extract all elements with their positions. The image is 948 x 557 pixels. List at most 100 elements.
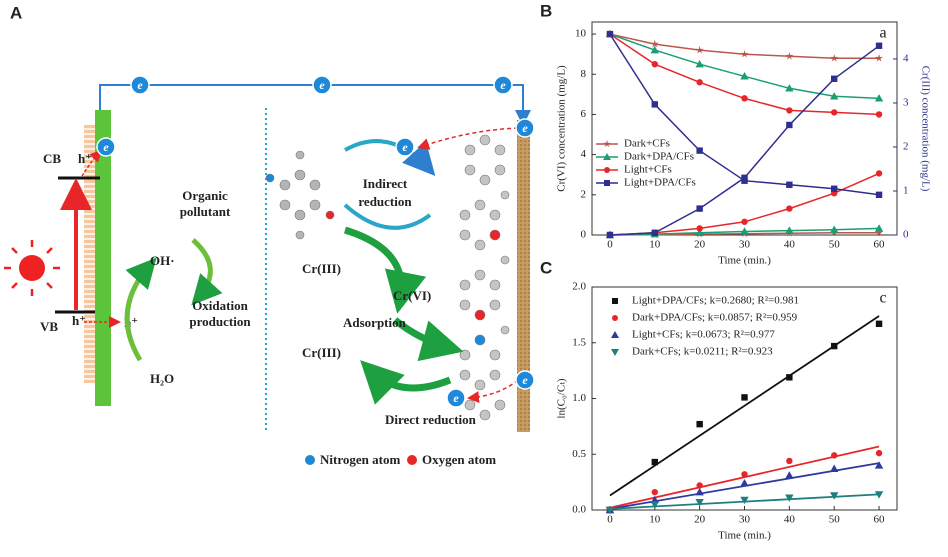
adsorption-arrow	[392, 317, 464, 362]
x-axis-title: Time (min.)	[718, 530, 771, 542]
hole-label: h⁺	[72, 313, 86, 328]
y-tick-label: 0	[581, 229, 587, 241]
marker	[740, 50, 749, 58]
y2-tick-label: 3	[903, 97, 909, 109]
indirect-label: Indirect	[363, 176, 408, 191]
legend-marker	[611, 331, 619, 338]
vb-label: VB	[40, 319, 58, 334]
x-tick-label: 20	[694, 239, 706, 251]
x-tick-label: 50	[829, 514, 841, 526]
electron-label: e	[103, 140, 109, 154]
y-tick-label: 8	[581, 68, 587, 80]
electron-label: e	[500, 78, 506, 92]
legend-marker	[604, 180, 610, 186]
marker	[786, 374, 793, 381]
annotation: c	[879, 290, 886, 307]
nitrogen-label: Nitrogen atom	[320, 452, 400, 467]
marker	[606, 30, 614, 38]
marker	[741, 218, 748, 225]
marker	[875, 191, 883, 199]
y-tick-label: 1.5	[572, 336, 586, 348]
marker	[651, 60, 658, 68]
reduction-arrow	[343, 226, 427, 314]
x-tick-label: 60	[874, 514, 886, 526]
degradation-arrow	[191, 238, 223, 306]
y-tick-label: 4	[581, 148, 587, 160]
electron	[446, 388, 466, 408]
marker	[831, 342, 838, 350]
legend-label: Light+DPA/CFs; k=0.2680; R²=0.981	[632, 295, 799, 307]
x-tick-label: 30	[739, 514, 751, 526]
legend-label: Light+DPA/CFs	[624, 177, 696, 189]
oxidation-arrow	[124, 257, 157, 362]
marker	[651, 488, 658, 496]
marker	[740, 496, 749, 505]
marker	[605, 506, 615, 515]
marker	[831, 452, 838, 459]
marker	[786, 107, 793, 114]
semiconductor-layer	[84, 125, 95, 383]
marker	[786, 457, 793, 465]
marker	[874, 491, 884, 499]
marker	[785, 84, 794, 92]
wire	[99, 84, 531, 126]
marker	[740, 227, 749, 235]
marker	[785, 52, 794, 60]
marker	[875, 42, 883, 49]
electron	[130, 75, 150, 95]
marker	[874, 224, 884, 232]
y-tick-label: 6	[581, 108, 587, 120]
marker	[740, 72, 749, 80]
x-tick-label: 10	[649, 514, 661, 526]
oxidation-label: production	[189, 314, 251, 329]
marker	[696, 420, 703, 428]
marker	[875, 320, 883, 327]
legend-label: Dark+DPA/CFs	[624, 151, 694, 163]
x-tick-label: 20	[694, 514, 706, 526]
hydroxyl-label: OH·	[150, 253, 175, 268]
indirect-arrow	[343, 203, 432, 230]
legend-marker	[603, 140, 611, 148]
polymer-chain	[459, 134, 510, 421]
electron-label: e	[137, 78, 143, 92]
marker	[875, 54, 884, 62]
marker	[651, 101, 658, 108]
marker	[830, 464, 839, 472]
electron-label: e	[402, 140, 408, 154]
x-tick-label: 40	[784, 514, 796, 526]
molecule	[265, 150, 335, 240]
electron-path	[467, 379, 519, 404]
marker	[696, 147, 703, 154]
marker	[741, 394, 748, 401]
electron-label: e	[522, 373, 528, 387]
electron	[96, 137, 116, 157]
y2-tick-label: 2	[903, 141, 909, 153]
marker	[786, 205, 793, 212]
y-tick-label: 0.5	[572, 448, 586, 460]
adsorption-label: Adsorption	[343, 315, 407, 330]
marker	[830, 225, 839, 233]
marker	[696, 79, 703, 86]
legend-label: Dark+CFs; k=0.0211; R²=0.923	[632, 346, 773, 358]
marker	[830, 54, 839, 62]
marker	[785, 471, 794, 479]
sun	[4, 240, 60, 296]
indirect-arrow	[344, 139, 436, 176]
electron	[395, 137, 415, 157]
marker	[741, 471, 748, 478]
y-tick-label: 0.0	[572, 504, 586, 516]
cr3-label: Cr(III)	[302, 261, 341, 276]
electron	[312, 75, 332, 95]
legend-marker	[612, 315, 618, 321]
marker	[740, 479, 749, 487]
y-axis-title: ln(C₀/Cₜ)	[556, 378, 568, 418]
marker	[786, 181, 793, 188]
marker	[695, 45, 704, 54]
cr6-label: Cr(VI)	[393, 288, 431, 303]
electron	[493, 75, 513, 95]
cb-label: CB	[43, 151, 61, 166]
legend-label: Dark+DPA/CFs; k=0.0857; R²=0.959	[632, 312, 798, 324]
marker	[695, 228, 704, 236]
marker	[831, 75, 838, 82]
fit-line	[609, 315, 880, 497]
